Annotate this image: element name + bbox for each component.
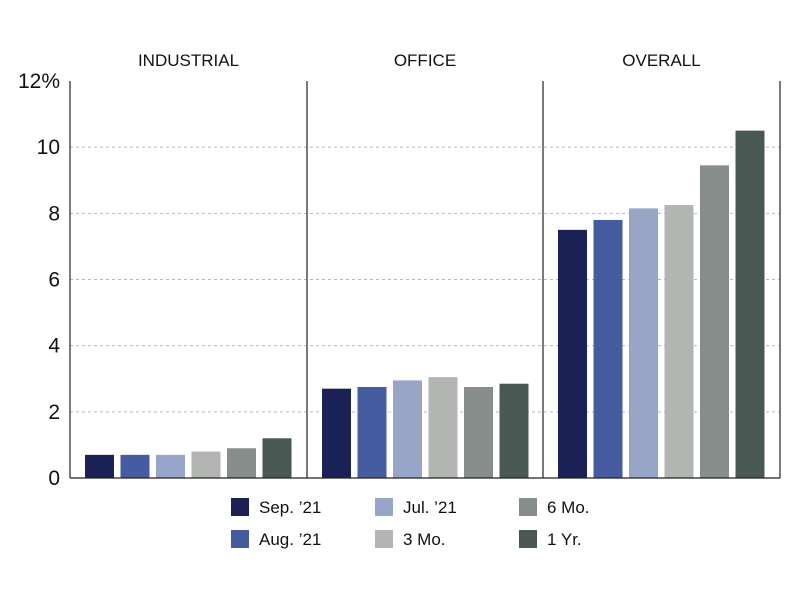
y-axis: 0 2 4 6 8 10 12%: [18, 70, 60, 490]
legend-swatch: [375, 498, 393, 516]
panel-title: OFFICE: [394, 51, 456, 70]
y-tick-label: 10: [37, 136, 60, 159]
gridlines: [70, 146, 780, 413]
y-tick-label: 6: [48, 269, 60, 292]
bar: [735, 130, 765, 478]
bar: [558, 229, 587, 478]
panel-titles: INDUSTRIAL OFFICE OVERALL: [138, 51, 701, 70]
panel-title: INDUSTRIAL: [138, 51, 239, 70]
bar: [191, 451, 221, 478]
legend-label: Sep. ’21: [259, 498, 321, 517]
legend-label: 3 Mo.: [403, 530, 446, 549]
bar: [227, 448, 256, 478]
plot-frame: [69, 81, 781, 479]
bar: [499, 383, 529, 478]
legend-swatch: [519, 498, 537, 516]
legend: Sep. ’21 Aug. ’21 Jul. ’21 3 Mo. 6 Mo. 1 Yr.: [231, 498, 590, 549]
y-tick-label: 2: [48, 401, 60, 424]
panel-title: OVERALL: [622, 51, 700, 70]
bar: [262, 438, 292, 478]
bar: [120, 454, 150, 478]
bar: [393, 380, 422, 478]
bar: [664, 205, 694, 478]
legend-label: Aug. ’21: [259, 530, 321, 549]
bar: [322, 388, 351, 478]
legend-swatch: [231, 530, 249, 548]
y-tick-label: 0: [48, 467, 60, 490]
legend-swatch: [519, 530, 537, 548]
bar: [428, 377, 458, 478]
y-tick-label: 12%: [18, 70, 60, 93]
y-tick-label: 8: [48, 202, 60, 225]
legend-swatch: [231, 498, 249, 516]
bar: [156, 454, 185, 478]
bar: [464, 387, 493, 478]
bar: [593, 219, 623, 478]
legend-label: 6 Mo.: [547, 498, 590, 517]
legend-swatch: [375, 530, 393, 548]
bar: [629, 208, 658, 478]
y-tick-label: 4: [48, 335, 60, 358]
legend-label: 1 Yr.: [547, 530, 582, 549]
bar: [357, 387, 387, 478]
legend-label: Jul. ’21: [403, 498, 457, 517]
bar: [700, 165, 729, 479]
bar: [85, 454, 114, 478]
bars: [85, 130, 765, 479]
